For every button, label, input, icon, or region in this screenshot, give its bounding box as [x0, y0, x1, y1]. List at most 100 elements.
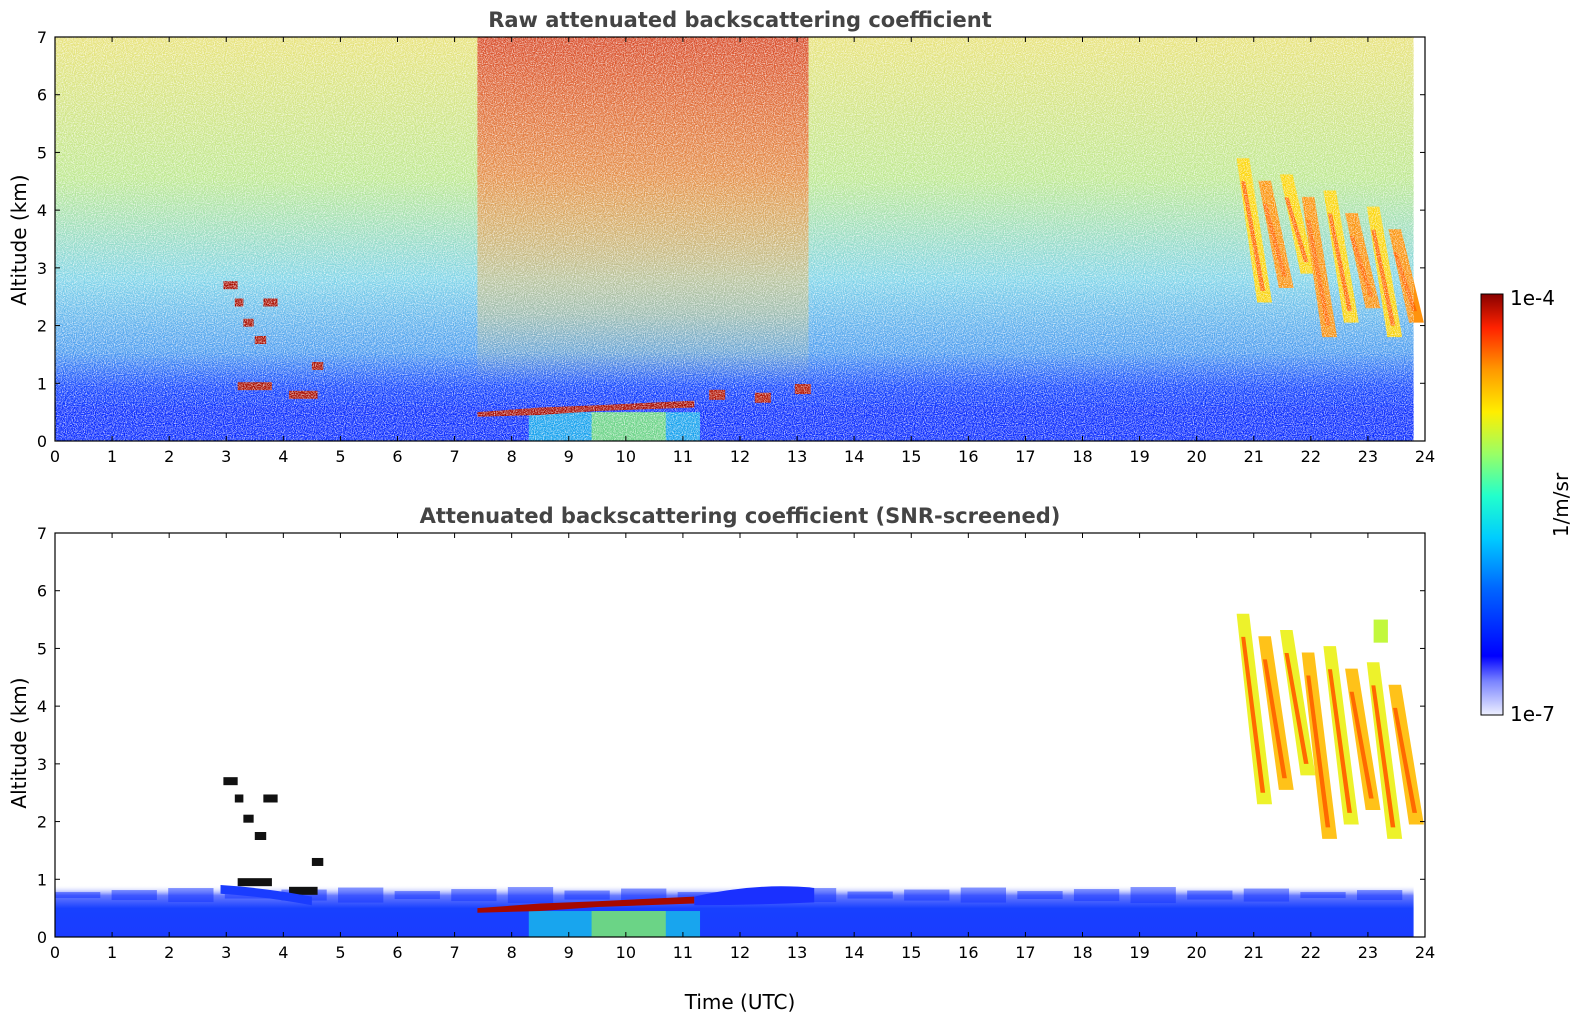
bot-elevated-cloud-traces-segment: [254, 832, 267, 840]
colorbar: 1e-4 1e-7 1/m/sr: [1480, 286, 1573, 726]
bottom-x-axis: 0 1 2 3 4 5 6 7 8 9 10 11 12 13 14 15 16 17 18 19 20 21 22 23 24: [50, 533, 1435, 962]
x-tick-label: 4: [278, 447, 288, 466]
bot-boundary-layer-fringe: [847, 891, 893, 899]
bot-boundary-layer-fringe: [168, 888, 214, 903]
bot-boundary-layer-fringe: [1300, 892, 1346, 899]
y-tick-label: 7: [37, 524, 47, 543]
x-tick-label: 10: [616, 447, 636, 466]
bot-boundary-layer-fringe: [451, 889, 497, 902]
bot-cirrus-bands-core: [1327, 669, 1352, 813]
bot-elevated-cloud-traces-segment: [263, 794, 278, 803]
y-tick-label: 5: [37, 639, 47, 658]
x-tick-label: 2: [164, 943, 174, 962]
x-tick-label: 20: [1186, 943, 1206, 962]
x-tick-label: 20: [1186, 447, 1206, 466]
x-tick-label: 12: [730, 943, 750, 962]
x-tick-label: 9: [564, 943, 574, 962]
bot-cirrus-bands-core: [1349, 691, 1374, 799]
y-tick-label: 2: [37, 317, 47, 336]
x-tick-label: 23: [1358, 943, 1378, 962]
bot-elevated-cloud-traces-segment: [223, 777, 238, 786]
raw-noise-speckle: [55, 37, 1414, 441]
x-tick-label: 23: [1358, 447, 1378, 466]
bottom-x-axis-label: Time (UTC): [684, 990, 796, 1014]
bot-boundary-layer-fringe: [1243, 888, 1290, 902]
x-tick-label: 13: [787, 943, 807, 962]
x-tick-label: 11: [673, 447, 693, 466]
x-tick-label: 1: [107, 943, 117, 962]
x-tick-label: 3: [221, 447, 231, 466]
x-tick-label: 6: [392, 447, 402, 466]
bot-boundary-layer-fringe: [507, 887, 554, 904]
x-tick-label: 1: [107, 447, 117, 466]
y-tick-label: 2: [37, 813, 47, 832]
bot-boundary-layer-fringe: [904, 889, 950, 901]
bot-boundary-layer-fringe: [111, 890, 157, 901]
bot-boundary-layer-fringe: [1187, 890, 1233, 900]
x-tick-label: 17: [1015, 943, 1035, 962]
x-tick-label: 18: [1072, 447, 1092, 466]
bot-boundary-layer-fringe: [564, 890, 610, 900]
x-tick-label: 16: [958, 447, 978, 466]
bottom-panel-title: Attenuated backscattering coefficient (S…: [420, 504, 1061, 528]
colorbar-label: 1/m/sr: [1549, 472, 1573, 537]
bot-elevated-cloud-traces-segment: [237, 878, 272, 887]
y-tick-label: 6: [37, 86, 47, 105]
x-tick-label: 19: [1129, 943, 1149, 962]
y-tick-label: 1: [37, 374, 47, 393]
x-tick-label: 7: [449, 447, 459, 466]
x-tick-label: 22: [1301, 943, 1321, 962]
bot-elevated-cloud-traces-segment: [311, 857, 324, 866]
x-tick-label: 10: [616, 943, 636, 962]
y-tick-label: 4: [37, 201, 47, 220]
colorbar-min-label: 1e-7: [1510, 702, 1555, 726]
y-tick-label: 1: [37, 870, 47, 889]
y-tick-label: 7: [37, 28, 47, 47]
bot-elevated-cloud-traces-segment: [289, 886, 318, 895]
top-panel: Raw attenuated backscattering coefficien…: [7, 8, 1435, 466]
bot-boundary-layer-fringe: [338, 887, 384, 903]
y-tick-label: 3: [37, 259, 47, 278]
bot-boundary-layer-fringe: [621, 888, 667, 902]
x-tick-label: 19: [1129, 447, 1149, 466]
bot-cirrus-bands-core: [1262, 659, 1287, 779]
top-x-axis: 0 1 2 3 4 5 6 7 8 9 10 11 12 13 14 15 16 17 18 19 20 21 22 23 24: [50, 37, 1435, 466]
x-tick-label: 12: [730, 447, 750, 466]
bot-cirrus-bands-core: [1241, 636, 1266, 793]
bottom-plot-frame: [54, 532, 1426, 938]
bot-low-cloud-layer-fall-core: [591, 911, 666, 937]
x-tick-label: 14: [844, 447, 864, 466]
bot-cirrus-bands-patch: [1373, 619, 1388, 643]
top-y-axis: 0 1 2 3 4 5 6 7: [37, 28, 1425, 451]
y-tick-label: 0: [37, 432, 47, 451]
y-tick-label: 3: [37, 755, 47, 774]
x-tick-label: 16: [958, 943, 978, 962]
bot-boundary-layer-fringe: [1073, 889, 1120, 902]
x-tick-label: 11: [673, 943, 693, 962]
x-tick-label: 24: [1415, 447, 1435, 466]
y-tick-label: 4: [37, 697, 47, 716]
bot-boundary-layer-fringe: [960, 887, 1007, 903]
x-tick-label: 22: [1301, 447, 1321, 466]
x-tick-label: 13: [787, 447, 807, 466]
x-tick-label: 8: [507, 447, 517, 466]
x-tick-label: 8: [507, 943, 517, 962]
x-tick-label: 21: [1244, 943, 1264, 962]
top-y-axis-label: Altitude (km): [7, 174, 31, 305]
x-tick-label: 21: [1244, 447, 1264, 466]
x-tick-label: 0: [50, 447, 60, 466]
x-tick-label: 6: [392, 943, 402, 962]
bottom-y-axis: 0 1 2 3 4 5 6 7: [37, 524, 1425, 947]
bot-cirrus-bands-core: [1284, 653, 1309, 764]
colorbar-max-label: 1e-4: [1510, 286, 1555, 310]
x-tick-label: 15: [901, 447, 921, 466]
y-tick-label: 6: [37, 582, 47, 601]
bot-boundary-layer-fringe: [1356, 890, 1403, 901]
top-heatmap: [55, 37, 1424, 441]
y-tick-label: 5: [37, 143, 47, 162]
bot-boundary-layer-fringe: [394, 891, 440, 900]
bot-boundary-layer-fringe: [281, 889, 327, 901]
bot-cirrus-bands-core: [1393, 707, 1418, 813]
bot-low-cloud-layer: [477, 896, 695, 913]
bot-boundary-layer-fringe: [677, 892, 723, 899]
